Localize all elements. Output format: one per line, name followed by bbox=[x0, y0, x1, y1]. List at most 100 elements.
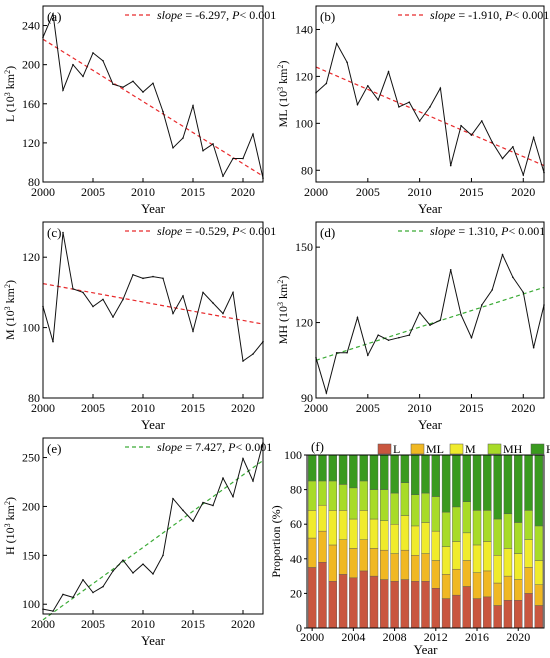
x-tick-label: 2020 bbox=[506, 630, 530, 644]
panel-d: 2000 2005 2010 2015 2020 90 120 150 Year MH (103 … bbox=[276, 221, 545, 432]
data-point bbox=[202, 291, 204, 294]
bar-segment-l bbox=[514, 600, 523, 629]
y-tick-label: 240 bbox=[22, 19, 40, 33]
legend-slope-text: = 7.427, bbox=[182, 440, 228, 454]
data-point bbox=[252, 353, 254, 355]
data-point bbox=[192, 330, 194, 332]
data-point bbox=[212, 504, 214, 507]
bar-segment-h bbox=[338, 454, 348, 485]
data-point bbox=[252, 480, 254, 482]
x-tick-label: 2000 bbox=[31, 401, 55, 415]
bar-segment-m bbox=[400, 515, 410, 551]
y-tick-label: 250 bbox=[22, 451, 40, 465]
data-point bbox=[408, 101, 411, 104]
y-tick-label: 150 bbox=[22, 548, 40, 562]
panel-label: (d) bbox=[320, 225, 335, 240]
x-tick-label: 2020 bbox=[511, 401, 535, 415]
plot-frame bbox=[42, 5, 264, 183]
data-point bbox=[398, 336, 400, 339]
bar-segment-ml bbox=[307, 537, 317, 568]
y-tick-label: 80 bbox=[301, 163, 313, 177]
legend-p-word: P bbox=[231, 224, 240, 238]
bar-segment-mh bbox=[452, 506, 461, 542]
data-point bbox=[72, 596, 74, 599]
bar-segment-m bbox=[493, 555, 502, 584]
data-point bbox=[222, 312, 224, 315]
bar-segment-ml bbox=[338, 539, 348, 575]
bar-segment-ml bbox=[390, 553, 399, 582]
legend-label-mh: MH bbox=[503, 442, 523, 456]
data-point bbox=[346, 61, 348, 64]
y-tick-label: 60 bbox=[290, 517, 302, 531]
data-point bbox=[82, 578, 84, 581]
plot-frame bbox=[306, 454, 545, 629]
panel-e: 2000 2005 2010 2015 2020 100 150 200 250 Year H (1… bbox=[3, 437, 272, 648]
panel-b: 2000 2005 2010 2015 2020 80 100 120 140 Year ML (1… bbox=[276, 5, 549, 216]
y-tick-label: 120 bbox=[22, 250, 40, 264]
x-tick-label: 2020 bbox=[231, 185, 255, 199]
x-tick-label: 2010 bbox=[408, 185, 432, 199]
bar-segment-mh bbox=[318, 480, 327, 506]
y-label-part: ) bbox=[3, 497, 17, 501]
data-point bbox=[52, 610, 54, 612]
bar-segment-ml bbox=[318, 530, 327, 563]
bar-segment-l bbox=[410, 581, 420, 629]
legend-p-word: P bbox=[231, 8, 240, 22]
data-point bbox=[232, 157, 234, 160]
data-point bbox=[172, 312, 174, 315]
x-axis-label: Year bbox=[418, 417, 443, 432]
series-line bbox=[42, 11, 264, 179]
bar-segment-ml bbox=[441, 574, 451, 599]
y-axis-label: Proportion (%) bbox=[269, 505, 283, 577]
data-point bbox=[325, 82, 328, 85]
data-point bbox=[532, 346, 535, 349]
y-label-text: H (10 bbox=[3, 527, 17, 555]
legend-p-word: P bbox=[227, 440, 236, 454]
panel-c: 2000 2005 2010 2015 2020 80 100 120 Year M (103 k… bbox=[3, 221, 276, 432]
data-point bbox=[491, 289, 493, 291]
bar-segment-m bbox=[410, 525, 420, 556]
y-axis-label: H (103 km2) bbox=[3, 497, 17, 555]
y-tick-label: 120 bbox=[295, 316, 313, 330]
legend-slope-word: slope bbox=[157, 8, 183, 22]
data-point bbox=[172, 497, 174, 500]
data-point bbox=[132, 572, 134, 574]
data-point bbox=[152, 82, 154, 85]
data-point bbox=[152, 573, 154, 575]
y-tick-label: 160 bbox=[22, 97, 40, 111]
legend-slope-word: slope bbox=[430, 224, 456, 238]
bar-segment-h bbox=[369, 454, 379, 490]
data-point bbox=[501, 157, 504, 160]
data-point bbox=[481, 120, 483, 122]
bar-segment-mh bbox=[462, 501, 471, 534]
plot-frame bbox=[42, 221, 264, 399]
bar-segment-mh bbox=[514, 522, 523, 554]
bar-segment-ml bbox=[400, 549, 410, 580]
data-point bbox=[377, 99, 379, 101]
data-point bbox=[418, 311, 421, 314]
y-label-text: ML (10 bbox=[276, 91, 290, 128]
bar-segment-h bbox=[483, 454, 492, 511]
data-point bbox=[122, 86, 124, 88]
y-label-part: 3 bbox=[3, 523, 12, 527]
data-point bbox=[481, 304, 483, 306]
y-tick-label: 120 bbox=[22, 136, 40, 150]
data-point bbox=[162, 110, 164, 113]
bar-segment-l bbox=[307, 567, 317, 629]
y-label-text: M (10 bbox=[3, 310, 17, 340]
y-label-part: 2 bbox=[276, 65, 285, 69]
bar-segment-m bbox=[359, 510, 368, 540]
data-point bbox=[62, 231, 64, 234]
bar-segment-ml bbox=[514, 579, 523, 601]
y-label-text: L (10 bbox=[3, 96, 17, 122]
x-tick-label: 2005 bbox=[81, 617, 105, 631]
x-tick-label: 2005 bbox=[356, 401, 380, 415]
bar-segment-mh bbox=[338, 484, 348, 511]
bar-segment-m bbox=[349, 518, 358, 549]
x-tick-label: 2020 bbox=[231, 401, 255, 415]
legend-label: slope = 7.427, P< 0.001 bbox=[157, 440, 272, 454]
y-label-part: km bbox=[276, 283, 290, 302]
legend-slope-word: slope bbox=[157, 224, 183, 238]
data-point bbox=[398, 106, 400, 108]
bar-segment-mh bbox=[307, 480, 317, 511]
